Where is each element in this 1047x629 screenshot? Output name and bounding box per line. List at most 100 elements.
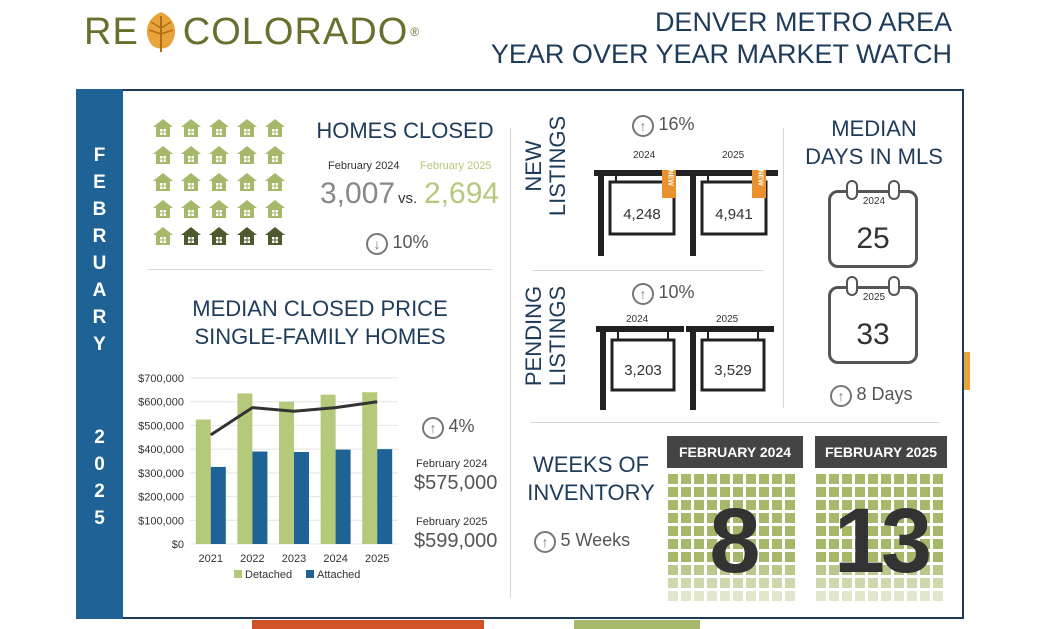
calendar-year-2024: 2024 xyxy=(862,196,886,207)
grid-cell xyxy=(733,474,743,484)
new-listings-value-2025: 4,941 xyxy=(715,206,753,223)
chart-y-tick-label: $0 xyxy=(172,539,184,551)
grid-cell xyxy=(881,565,891,575)
chart-line-overall xyxy=(209,400,378,437)
grid-cell xyxy=(881,578,891,588)
grid-cell xyxy=(881,526,891,536)
grid-cell xyxy=(720,474,730,484)
logo-registered-mark: ® xyxy=(410,25,421,39)
house-icon xyxy=(181,227,201,245)
calendar-year-2025: 2025 xyxy=(862,292,886,303)
grid-cell xyxy=(707,474,717,484)
grid-cell xyxy=(759,578,769,588)
grid-cell xyxy=(855,487,865,497)
grid-cell xyxy=(694,552,704,562)
grid-cell xyxy=(855,591,865,601)
grid-cell xyxy=(933,487,943,497)
horizontal-divider-weeks xyxy=(530,422,940,423)
calendar-2025 xyxy=(828,286,918,364)
sidebar-month-letter: U xyxy=(92,253,107,274)
grid-cell xyxy=(733,487,743,497)
logo-text-re: RE xyxy=(84,10,139,53)
new-listings-sign-2024 xyxy=(594,170,686,256)
pending-listings-value-2024: 3,203 xyxy=(624,362,662,379)
median-days-value-2024: 25 xyxy=(856,222,890,255)
grid-cell xyxy=(933,565,943,575)
chart-bar-detached xyxy=(237,393,253,544)
house-icon xyxy=(181,173,201,191)
grid-cell xyxy=(881,591,891,601)
median-price-label-2024: February 2024 xyxy=(416,458,488,470)
grid-cell xyxy=(842,500,852,510)
logo-text-colorado: COLORADO xyxy=(182,10,409,53)
grid-cell xyxy=(720,552,730,562)
grid-cell xyxy=(816,526,826,536)
grid-cell xyxy=(933,513,943,523)
arrow-up-icon: ↑ xyxy=(632,114,654,137)
arrow-up-icon: ↑ xyxy=(632,282,654,305)
grid-cell xyxy=(759,526,769,536)
vertical-divider-2 xyxy=(783,128,784,408)
grid-cell xyxy=(720,526,730,536)
grid-cell xyxy=(746,578,756,588)
chart-x-tick-label: 2025 xyxy=(365,553,389,565)
grid-cell xyxy=(759,487,769,497)
grid-cell xyxy=(733,526,743,536)
grid-cell xyxy=(720,591,730,601)
house-icon xyxy=(153,227,173,245)
grid-cell xyxy=(829,526,839,536)
grid-cell xyxy=(694,487,704,497)
grid-cell xyxy=(681,500,691,510)
grid-cell xyxy=(907,591,917,601)
header-title-line2: YEAR OVER YEAR MARKET WATCH xyxy=(490,39,952,69)
homes-closed-title: HOMES CLOSED xyxy=(316,118,494,143)
grid-cell xyxy=(668,539,678,549)
grid-cell xyxy=(720,565,730,575)
pending-listings-year-2024: 2024 xyxy=(626,314,649,325)
median-days-change-text: 8 Days xyxy=(856,384,913,404)
grid-cell xyxy=(759,565,769,575)
grid-cell xyxy=(933,526,943,536)
grid-cell xyxy=(920,578,930,588)
grid-cell xyxy=(785,513,795,523)
grid-cell xyxy=(920,513,930,523)
grid-cell xyxy=(707,513,717,523)
grid-cell xyxy=(681,526,691,536)
grid-cell xyxy=(855,500,865,510)
grid-cell xyxy=(668,487,678,497)
grid-cell xyxy=(907,552,917,562)
grid-cell xyxy=(772,552,782,562)
grid-cell xyxy=(907,474,917,484)
grid-cell xyxy=(816,591,826,601)
recolorado-logo: RE COLORADO ® xyxy=(84,10,420,54)
grid-cell xyxy=(759,513,769,523)
new-listings-title-line2: LISTINGS xyxy=(545,115,570,217)
grid-cell xyxy=(785,500,795,510)
grid-cell xyxy=(855,552,865,562)
house-icon xyxy=(153,119,173,137)
homes-closed-vs: vs. xyxy=(398,190,418,207)
grid-cell xyxy=(785,487,795,497)
pending-listings-value-2025: 3,529 xyxy=(714,362,752,379)
grid-cell xyxy=(881,474,891,484)
grid-cell xyxy=(868,487,878,497)
aspen-leaf-icon xyxy=(146,12,175,52)
grid-cell xyxy=(707,526,717,536)
grid-cell xyxy=(907,526,917,536)
sidebar-month-letter: A xyxy=(92,280,107,301)
grid-cell xyxy=(894,578,904,588)
grid-cell xyxy=(933,500,943,510)
grid-cell xyxy=(759,474,769,484)
grid-cell xyxy=(855,539,865,549)
arrow-down-icon: ↓ xyxy=(366,232,388,255)
chart-y-tick-label: $700,000 xyxy=(138,373,184,385)
weeks-inventory-label-2024: FEBRUARY 2024 xyxy=(667,436,803,468)
grid-cell xyxy=(816,487,826,497)
grid-cell xyxy=(733,565,743,575)
grid-cell xyxy=(920,474,930,484)
median-days-value-2025: 33 xyxy=(856,318,890,351)
grid-cell xyxy=(894,565,904,575)
median-price-change-text: 4% xyxy=(448,416,475,436)
homes-closed-value-2025: 2,694 xyxy=(424,177,500,210)
